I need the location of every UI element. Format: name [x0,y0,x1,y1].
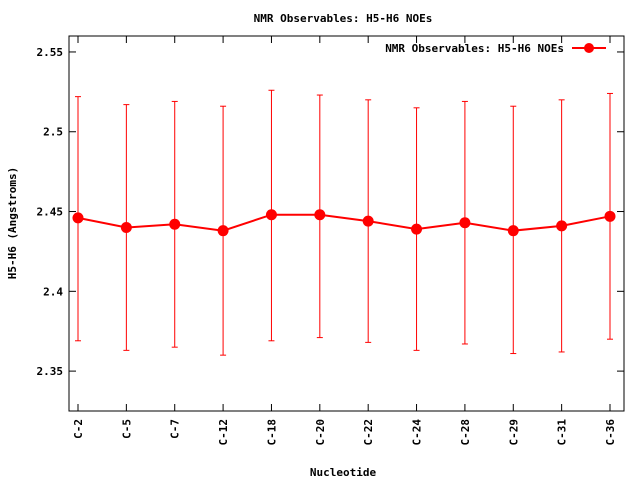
data-point [314,209,326,221]
plot-frame [68,35,625,412]
y-tick-label: 2.55 [37,46,64,59]
y-tick-label: 2.45 [37,206,64,219]
data-point [604,210,616,222]
data-point [459,217,471,229]
data-point [265,209,277,221]
x-axis-label: Nucleotide [310,466,377,479]
x-tick-label: C-12 [217,419,230,446]
series-line [77,213,611,232]
chart-title: NMR Observables: H5-H6 NOEs [254,12,433,25]
data-points [72,209,616,237]
x-tick-label: C-5 [120,419,133,439]
x-tick-label: C-29 [507,419,520,446]
data-point [362,215,374,227]
data-point [72,212,84,224]
y-tick-label: 2.5 [43,126,63,139]
y-tick-label: 2.4 [43,285,63,298]
x-tick-label: C-22 [362,419,375,446]
data-point [169,218,181,230]
x-tick-label: C-7 [169,419,182,439]
x-tick-label: C-20 [314,419,327,446]
x-tick-label: C-36 [604,419,617,446]
data-point [120,221,132,233]
data-point [556,220,568,232]
x-axis: C-2 C-5 C-7 C-12 C-18 C-20 C-22 C-24 C-28 C-29 C-3… [72,36,617,446]
data-point [507,225,519,237]
legend-marker [584,43,594,53]
x-tick-label: C-28 [459,419,472,446]
legend: NMR Observables: H5-H6 NOEs [385,42,606,55]
x-tick-label: C-31 [556,419,569,446]
y-axis: 2.35 2.4 2.45 2.5 2.55 [37,46,624,378]
error-bars [75,89,613,356]
y-tick-label: 2.35 [37,365,64,378]
legend-label: NMR Observables: H5-H6 NOEs [385,42,564,55]
data-point [217,225,229,237]
data-point [411,223,423,235]
x-tick-label: C-2 [72,419,85,439]
x-tick-label: C-18 [265,419,278,446]
x-tick-label: C-24 [411,419,424,446]
y-axis-label: H5-H6 (Angstroms) [6,167,19,280]
